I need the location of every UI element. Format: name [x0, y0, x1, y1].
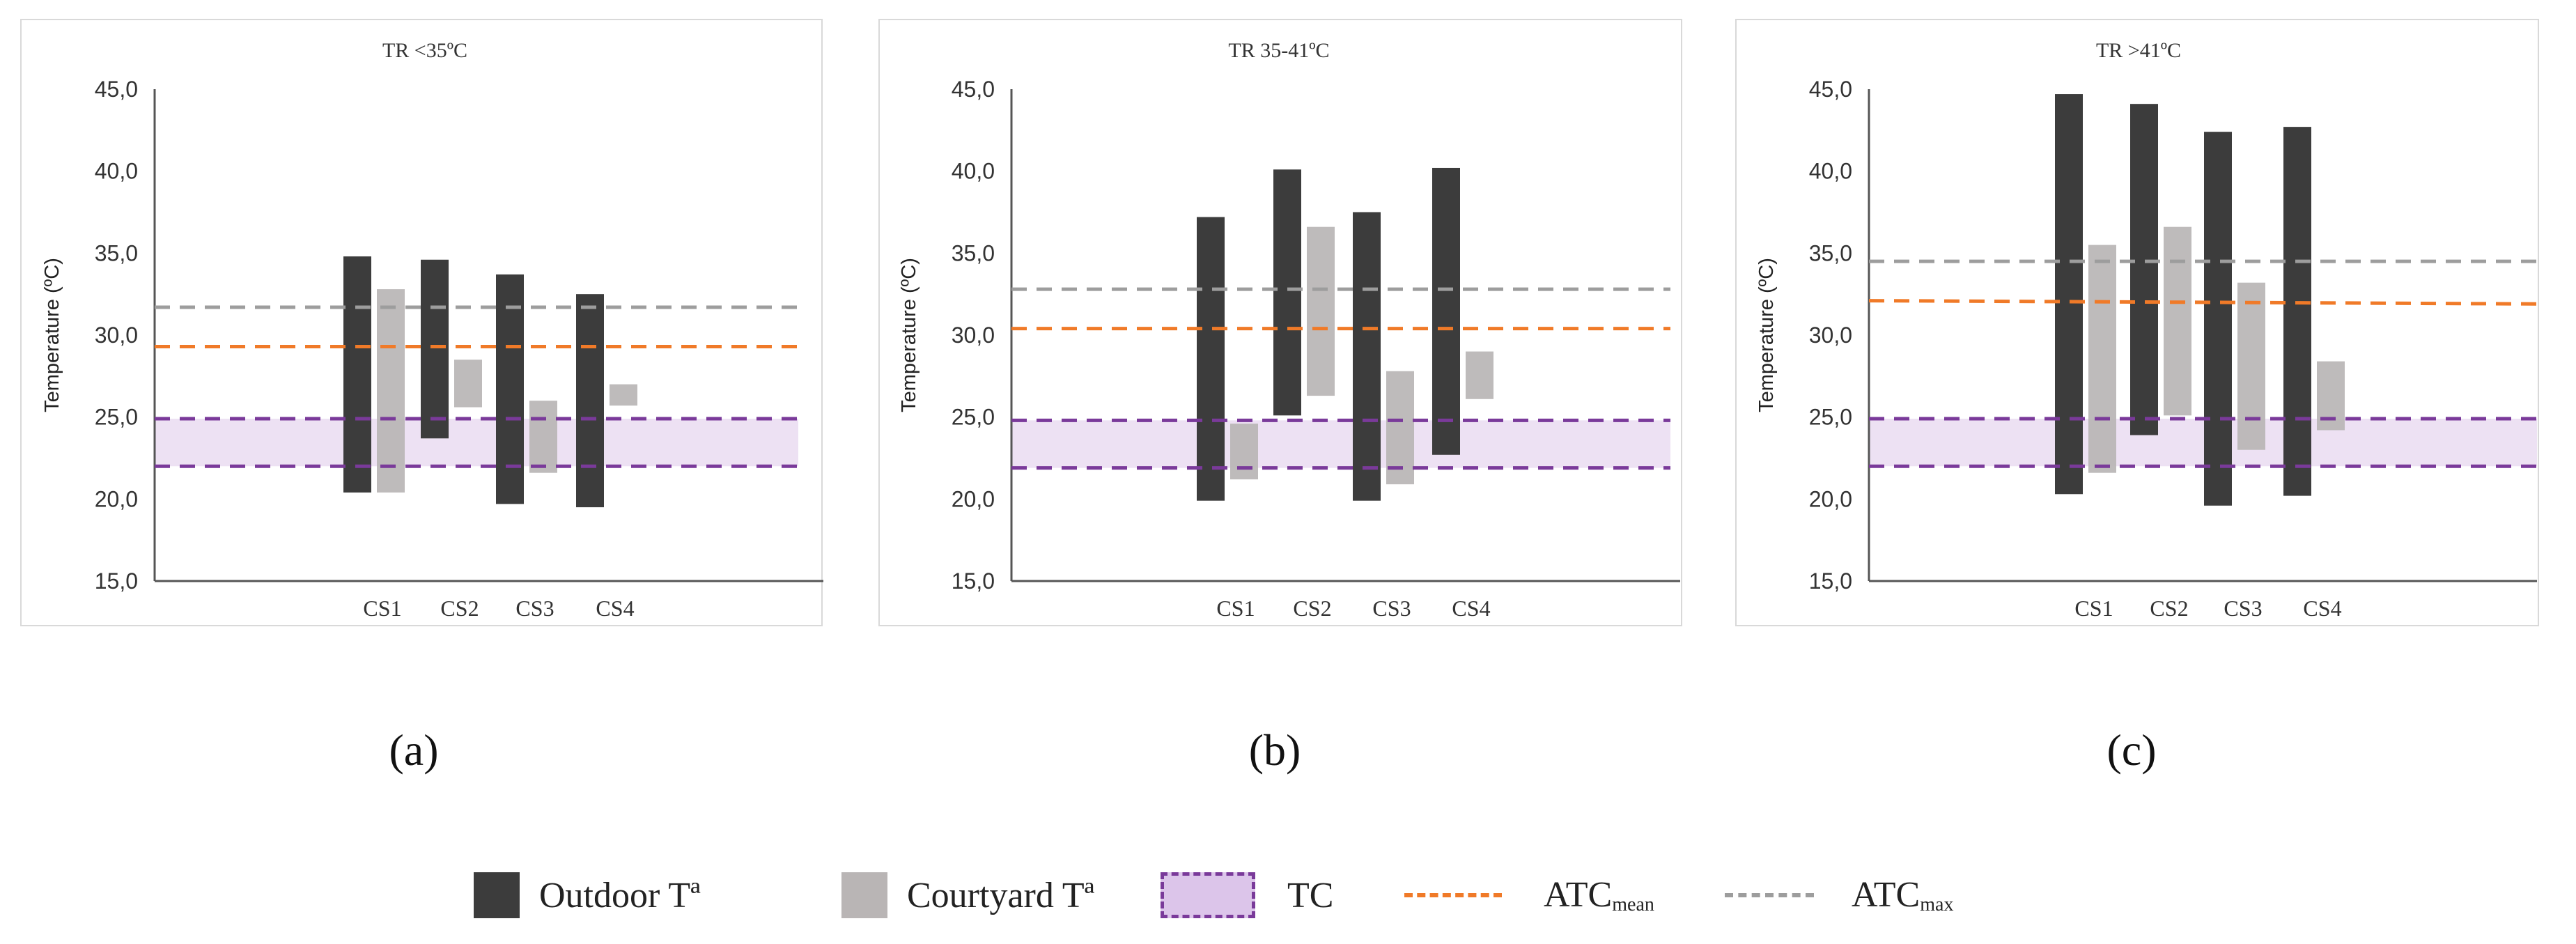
legend-item-atc-max: ATCmax — [1725, 864, 1953, 927]
panel-label-c: (c) — [2106, 725, 2157, 775]
chart-title-b: TR 35-41ºC — [1228, 39, 1329, 62]
y-tick-label-c: 35,0 — [1809, 240, 1852, 265]
bar-outdoor-a — [576, 294, 604, 508]
bar-courtyard-a — [529, 401, 557, 473]
x-tick-label-a: CS1 — [363, 596, 401, 621]
bar-courtyard-c — [2088, 245, 2116, 473]
bar-outdoor-b — [1273, 169, 1301, 416]
y-tick-label-a: 20,0 — [95, 486, 138, 511]
bar-courtyard-a — [610, 384, 637, 406]
bar-outdoor-c — [2055, 94, 2083, 495]
tc-band-b — [1011, 420, 1670, 468]
x-tick-label-b: CS1 — [1216, 596, 1255, 621]
y-tick-label-a: 40,0 — [95, 159, 138, 184]
legend: Outdoor Tª Courtyard Tª TC ATCmean ATCma… — [0, 864, 2576, 941]
bar-outdoor-c — [2283, 127, 2311, 496]
bar-courtyard-b — [1386, 371, 1414, 485]
tc-band-c — [1869, 419, 2537, 467]
tc-band-a — [155, 419, 798, 467]
x-tick-label-c: CS2 — [2150, 596, 2188, 621]
chart-title-a: TR <35ºC — [382, 39, 467, 62]
y-tick-label-b: 35,0 — [952, 240, 995, 265]
legend-item-outdoor: Outdoor Tª — [474, 864, 701, 927]
bar-outdoor-c — [2204, 132, 2232, 506]
x-tick-label-c: CS1 — [2074, 596, 2113, 621]
panel-label-a: (a) — [389, 725, 439, 775]
y-tick-label-b: 20,0 — [952, 486, 995, 511]
y-tick-label-a: 15,0 — [95, 568, 138, 594]
bar-courtyard-c — [2164, 226, 2191, 416]
legend-label-atc-mean: ATCmean — [1544, 875, 1654, 915]
bar-courtyard-a — [377, 289, 405, 493]
x-tick-label-a: CS2 — [440, 596, 479, 621]
legend-item-courtyard: Courtyard Tª — [841, 864, 1094, 927]
bar-courtyard-b — [1230, 424, 1258, 480]
y-tick-label-c: 15,0 — [1809, 568, 1852, 594]
legend-label-tc: TC — [1287, 875, 1334, 915]
legend-label-outdoor: Outdoor Tª — [539, 875, 701, 915]
y-tick-label-a: 25,0 — [95, 405, 138, 430]
y-tick-label-b: 15,0 — [952, 568, 995, 594]
y-tick-label-a: 35,0 — [95, 240, 138, 265]
y-tick-label-b: 30,0 — [952, 323, 995, 348]
x-tick-label-c: CS4 — [2303, 596, 2341, 621]
y-tick-label-c: 45,0 — [1809, 77, 1852, 102]
y-tick-label-c: 20,0 — [1809, 486, 1852, 511]
y-tick-label-b: 25,0 — [952, 405, 995, 430]
legend-swatch-tc — [1161, 872, 1255, 918]
panel-label-b: (b) — [1248, 725, 1301, 775]
y-axis-label-c: Temperature (ºC) — [1755, 258, 1778, 412]
x-tick-label-b: CS3 — [1372, 596, 1411, 621]
legend-dash-atc-mean — [1404, 893, 1502, 897]
bar-outdoor-b — [1353, 212, 1381, 501]
legend-item-atc-mean: ATCmean — [1404, 864, 1654, 927]
legend-item-tc: TC — [1161, 864, 1333, 927]
bar-courtyard-b — [1307, 226, 1335, 396]
x-tick-label-a: CS4 — [596, 596, 634, 621]
bar-courtyard-c — [2237, 282, 2265, 450]
x-tick-label-b: CS2 — [1293, 596, 1331, 621]
legend-swatch-courtyard — [841, 872, 887, 918]
y-tick-label-b: 45,0 — [952, 77, 995, 102]
chart-title-c: TR >41ºC — [2096, 39, 2181, 62]
y-tick-label-c: 40,0 — [1809, 159, 1852, 184]
y-axis-label-b: Temperature (ºC) — [898, 258, 920, 412]
y-axis-label-a: Temperature (ºC) — [41, 258, 63, 412]
legend-label-atc-max: ATCmax — [1852, 875, 1954, 915]
y-tick-label-b: 40,0 — [952, 159, 995, 184]
y-tick-label-a: 30,0 — [95, 323, 138, 348]
y-tick-label-c: 25,0 — [1809, 405, 1852, 430]
legend-dash-atc-max — [1725, 893, 1814, 897]
bar-courtyard-a — [454, 359, 482, 408]
bar-courtyard-b — [1466, 351, 1493, 399]
atc-mean-line-c — [1868, 299, 2538, 306]
bar-outdoor-c — [2130, 104, 2158, 435]
legend-swatch-outdoor — [474, 872, 520, 918]
bar-outdoor-b — [1197, 217, 1225, 501]
bar-outdoor-b — [1432, 167, 1460, 455]
bar-outdoor-a — [421, 259, 449, 439]
bar-outdoor-a — [343, 256, 371, 493]
legend-label-courtyard: Courtyard Tª — [907, 875, 1095, 915]
x-tick-label-a: CS3 — [515, 596, 554, 621]
x-tick-label-c: CS3 — [2224, 596, 2262, 621]
y-tick-label-c: 30,0 — [1809, 323, 1852, 348]
x-tick-label-b: CS4 — [1452, 596, 1490, 621]
y-tick-label-a: 45,0 — [95, 77, 138, 102]
